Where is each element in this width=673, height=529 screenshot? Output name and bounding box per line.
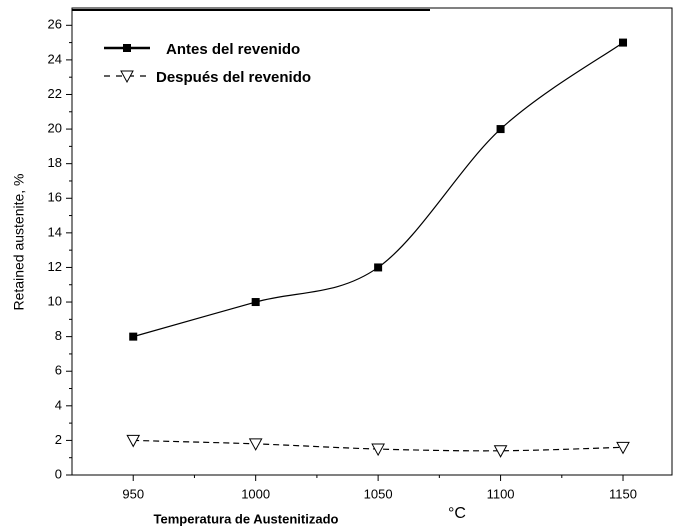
y-tick-label: 8	[55, 328, 62, 343]
marker	[126, 434, 141, 448]
x-tick-label: 1150	[609, 486, 637, 501]
y-tick-label: 6	[55, 363, 62, 378]
marker	[251, 298, 260, 307]
y-tick-label: 18	[48, 155, 62, 170]
marker	[129, 332, 138, 341]
y-tick-label: 22	[48, 86, 62, 101]
y-tick-label: 12	[48, 259, 62, 274]
y-tick-label: 20	[48, 121, 62, 136]
legend-marker	[123, 44, 131, 52]
marker	[493, 445, 508, 458]
marker	[616, 441, 630, 455]
y-tick-label: 4	[55, 397, 62, 412]
x-axis-label: Temperatura de Austenitizado	[154, 511, 339, 526]
marker	[619, 38, 628, 47]
y-tick-label: 10	[48, 293, 62, 308]
legend-label: Antes del revenido	[166, 41, 300, 58]
marker	[374, 263, 383, 272]
x-tick-label: 1050	[364, 486, 393, 501]
marker	[248, 438, 263, 451]
legend-label: Después del revenido	[156, 69, 311, 86]
series-line	[133, 42, 624, 338]
y-axis-label: Retained austenite, %	[11, 174, 27, 311]
marker	[496, 125, 505, 134]
y-tick-label: 0	[55, 466, 62, 481]
marker	[371, 443, 385, 457]
x-axis-unit: °C	[448, 505, 466, 522]
y-tick-label: 2	[55, 432, 62, 447]
y-tick-label: 16	[48, 190, 62, 205]
y-tick-label: 26	[48, 17, 62, 32]
y-tick-label: 24	[48, 51, 62, 66]
legend-marker	[120, 70, 134, 84]
plot-frame	[71, 7, 673, 476]
x-tick-label: 1100	[487, 486, 515, 501]
x-tick-label: 1000	[241, 486, 270, 501]
x-tick-label: 950	[122, 486, 144, 501]
y-tick-label: 14	[48, 224, 62, 239]
